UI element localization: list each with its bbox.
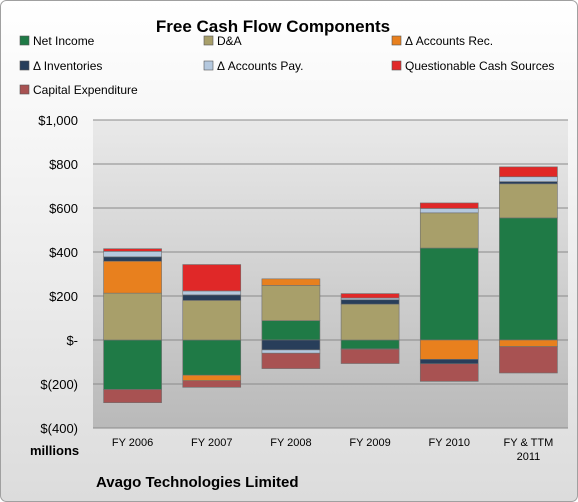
bar-segment — [103, 248, 162, 252]
legend-entry: Δ Inventories — [33, 59, 102, 73]
bar-segment — [419, 212, 479, 249]
bar-segment — [103, 260, 162, 294]
bar-segment — [419, 208, 479, 214]
unit-label: millions — [30, 443, 79, 458]
bar-segment — [499, 217, 558, 341]
bar-segment — [499, 176, 558, 182]
bar-segment — [419, 363, 479, 382]
x-tick-label: 2011 — [517, 451, 541, 463]
bar-segment — [182, 290, 242, 296]
bar-segment — [182, 300, 242, 341]
bar-segment — [499, 339, 558, 347]
x-tick-label: FY 2009 — [349, 437, 390, 449]
bar-segment — [103, 292, 162, 341]
bar-segment — [261, 352, 321, 369]
bar-segment — [499, 183, 558, 219]
y-tick-label: $1,000 — [38, 113, 78, 128]
y-tick-label: $200 — [49, 289, 78, 304]
legend-swatch — [203, 60, 214, 71]
bar-segment — [419, 359, 479, 365]
bar-segment — [499, 181, 558, 185]
bar-segment — [103, 339, 162, 390]
y-tick-label: $(400) — [40, 421, 78, 436]
bar-segment — [340, 348, 400, 364]
company-label: Avago Technologies Limited — [96, 474, 299, 491]
legend-swatch — [391, 35, 402, 46]
bar-segment — [419, 202, 479, 209]
legend-swatch — [391, 60, 402, 71]
bar-segment — [499, 346, 558, 374]
bar-segment — [340, 339, 400, 350]
bar-segment — [340, 303, 400, 341]
bar-segment — [103, 251, 162, 258]
y-tick-label: $400 — [49, 245, 78, 260]
legend-entry: Δ Accounts Pay. — [217, 59, 304, 73]
bar-segment — [103, 256, 162, 262]
bar-segment — [419, 247, 479, 341]
plot-area — [93, 120, 568, 428]
bar-segment — [182, 264, 242, 292]
bar-segment — [499, 166, 558, 178]
legend-entry: Capital Expenditure — [33, 83, 138, 97]
chart-title: Free Cash Flow Components — [156, 17, 390, 36]
grid-lines — [93, 119, 568, 429]
x-tick-label: FY 2010 — [429, 437, 470, 449]
bar-segment — [261, 278, 321, 286]
bar-segment — [261, 285, 321, 321]
y-tick-label: $600 — [49, 201, 78, 216]
legend-swatch — [19, 60, 30, 71]
y-tick-label: $- — [66, 333, 78, 348]
legend-swatch — [203, 35, 214, 46]
y-tick-label: $800 — [49, 157, 78, 172]
legend-entry: Δ Accounts Rec. — [405, 34, 493, 48]
bar-segment — [261, 320, 321, 341]
bar-segment — [182, 339, 242, 376]
bar-segment — [261, 349, 321, 354]
bar-segment — [419, 339, 479, 360]
bar-segment — [261, 339, 321, 351]
x-tick-label: FY & TTM — [504, 437, 554, 449]
legend-entry: D&A — [217, 34, 242, 48]
bar-segment — [103, 389, 162, 403]
x-tick-label: FY 2007 — [191, 437, 232, 449]
x-tick-label: FY 2006 — [112, 437, 153, 449]
x-tick-labels: FY 2006 FY 2007 FY 2008 FY 2009 FY 2010 FY & … — [112, 437, 553, 463]
bar-segment — [340, 293, 400, 299]
x-tick-label: FY 2008 — [270, 437, 311, 449]
legend: Net Income D&A Δ Accounts Rec. Δ Inventorie… — [19, 34, 554, 97]
y-tick-labels: $(400) $(200) $- $200 $400 $600 $800 $1,000 — [38, 113, 78, 436]
y-tick-label: $(200) — [40, 377, 78, 392]
bar-segment — [340, 299, 400, 305]
legend-swatch — [19, 84, 30, 95]
legend-entry: Net Income — [33, 34, 95, 48]
bar-segment — [182, 294, 242, 301]
bar-segment — [182, 380, 242, 388]
bar-segment — [182, 374, 242, 382]
bars — [103, 166, 558, 403]
legend-swatch — [19, 35, 30, 46]
legend-entry: Questionable Cash Sources — [405, 59, 554, 73]
